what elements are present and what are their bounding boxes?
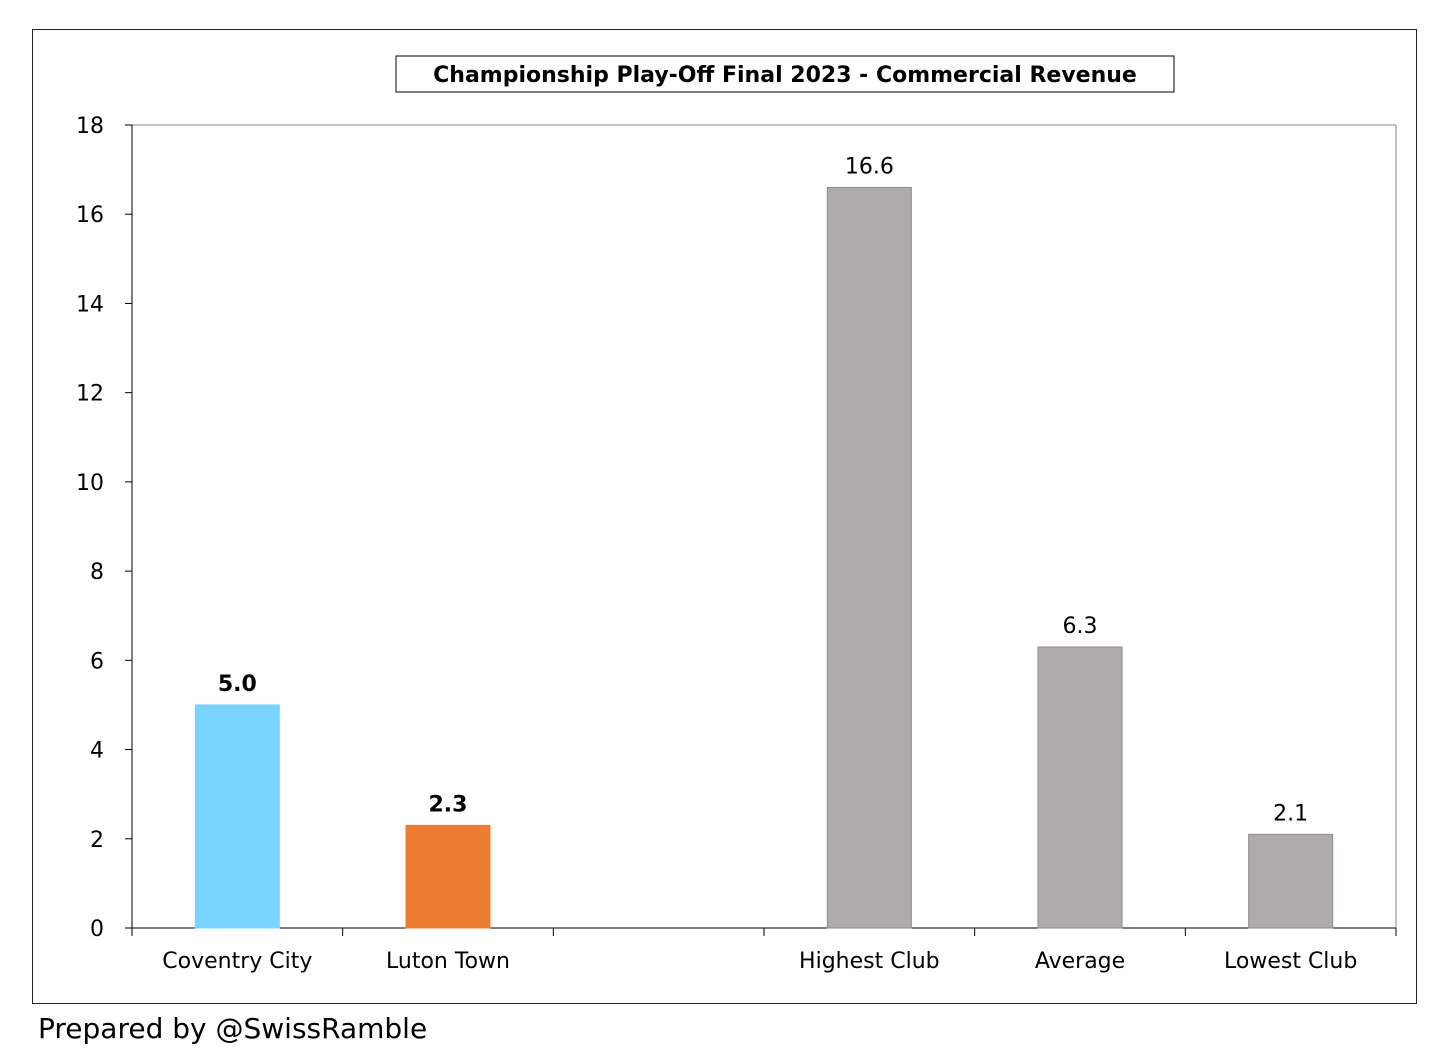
x-axis: Coventry City Luton Town Highest Club Avera…	[125, 927, 1397, 974]
y-tick-label: 8	[90, 560, 104, 585]
plot-area	[131, 124, 1397, 929]
data-label: 5.0	[218, 672, 257, 697]
y-tick-label: 18	[76, 114, 104, 139]
y-tick-label: 12	[76, 382, 104, 407]
data-label: 2.3	[429, 792, 468, 817]
x-category-label: Average	[1035, 949, 1125, 974]
y-tick-label: 0	[90, 917, 104, 942]
bar-highest-club	[826, 186, 912, 929]
chart-frame	[32, 29, 1417, 1004]
y-axis: 0 2 4 6 8 10 12 14 16 18	[76, 114, 133, 942]
x-category-label: Lowest Club	[1224, 949, 1357, 974]
chart-title-box: Championship Play-Off Final 2023 - Comme…	[395, 55, 1175, 93]
y-tick-label: 14	[76, 292, 104, 317]
data-label: 16.6	[845, 154, 894, 179]
chart-title: Championship Play-Off Final 2023 - Comme…	[433, 63, 1137, 88]
bar-lowest-club	[1248, 833, 1334, 929]
data-label: 6.3	[1063, 614, 1098, 639]
bar-luton-town	[405, 824, 491, 929]
data-label: 2.1	[1273, 801, 1308, 826]
bar-coventry-city	[194, 704, 280, 929]
value-labels: 5.0 2.3 16.6 6.3 2.1	[218, 154, 1308, 826]
bars	[194, 186, 1334, 929]
y-tick-label: 16	[76, 203, 104, 228]
x-category-label: Luton Town	[386, 949, 510, 974]
y-tick-label: 10	[76, 471, 104, 496]
x-category-label: Highest Club	[799, 949, 940, 974]
bar-average	[1037, 646, 1123, 929]
footer-credit: Prepared by @SwissRamble	[38, 1012, 428, 1045]
y-tick-label: 2	[90, 828, 104, 853]
y-tick-label: 6	[90, 649, 104, 674]
x-category-label: Coventry City	[162, 949, 312, 974]
y-tick-label: 4	[90, 739, 104, 764]
